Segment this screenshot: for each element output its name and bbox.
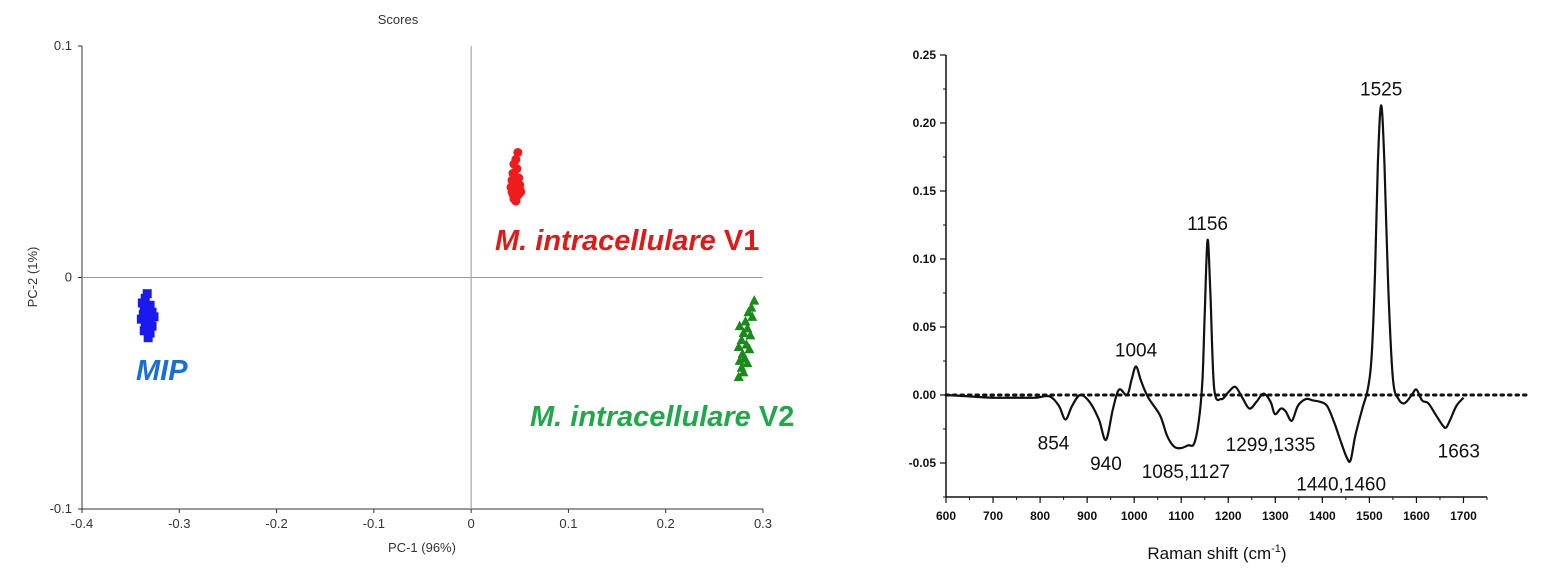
peak-annotations: 1525 1156 1004 854 940 1085,1127 1299,1335 1440…: [1038, 79, 1480, 495]
spectrum-x-tick-label: 1700: [1450, 509, 1477, 523]
scores-point: [733, 371, 744, 382]
spectrum-x-tick-label: 1400: [1309, 509, 1336, 523]
scores-y-tick-label: 0.1: [54, 38, 72, 53]
scores-group-labels: M. intracellulare V1 MIP M. intracellulare…: [136, 225, 794, 433]
spectrum-x-tick-label: 700: [983, 509, 1003, 523]
peak-label: 1085,1127: [1142, 462, 1230, 483]
peak-label: 1004: [1115, 340, 1158, 361]
scores-point: [749, 295, 760, 305]
spectrum-lines: [944, 104, 1529, 463]
scores-points: [136, 147, 760, 382]
group-label-suffix: V1: [716, 225, 760, 257]
spectrum-line: [945, 104, 1465, 463]
group-label: M. intracellulare V1: [495, 225, 759, 257]
spectrum-x-tick-label: 1200: [1215, 509, 1242, 523]
spectrum-y-tick-label: 0.15: [913, 184, 937, 198]
spectrum-x-tick-label: 1100: [1168, 509, 1194, 523]
scores-point: [140, 319, 150, 329]
peak-label: 940: [1090, 454, 1122, 475]
spectrum-x-tick-label: 1600: [1403, 509, 1430, 523]
scores-x-tick-label: 0: [468, 516, 475, 531]
peak-label: 854: [1038, 433, 1070, 454]
scores-y-axis-label: PC-2 (1%): [25, 247, 40, 308]
scores-point: [142, 312, 152, 322]
scores-point: [143, 333, 153, 343]
scores-y-tick-label: 0: [65, 270, 72, 285]
x-axis-label-superscript: -1: [1271, 543, 1281, 555]
scores-x-tick-label: 0.3: [754, 516, 772, 531]
spectrum-x-tick-label: 900: [1077, 509, 1097, 523]
scores-point: [734, 320, 745, 331]
scores-point: [747, 311, 758, 321]
scores-x-tick-label: 0.2: [657, 516, 675, 531]
group-label-italic: M. intracellulare: [530, 401, 751, 433]
scores-point: [513, 147, 523, 157]
spectrum-y-tick-label: 0.10: [913, 252, 937, 266]
scores-x-tick-label: -0.2: [265, 516, 287, 531]
spectrum-y-tick-label: -0.05: [909, 456, 937, 470]
group-label-suffix: V2: [751, 401, 795, 433]
scores-point: [734, 355, 745, 365]
peak-label: 1663: [1438, 442, 1480, 463]
scores-point: [145, 328, 155, 338]
scores-point: [738, 327, 749, 338]
scores-x-tick-label: -0.1: [363, 516, 385, 531]
scores-x-tick-label: -0.4: [71, 516, 93, 531]
group-label-italic: MIP: [136, 355, 188, 387]
scores-point: [733, 341, 744, 351]
spectrum-x-tick-label: 1500: [1356, 509, 1383, 523]
scores-point: [738, 366, 749, 377]
scores-x-tick-label: -0.3: [168, 516, 190, 531]
scores-point: [147, 321, 157, 331]
scores-point: [515, 185, 525, 195]
spectrum-y-tick-label: 0.25: [913, 48, 937, 62]
scores-title: Scores: [378, 12, 419, 27]
scores-x-axis-label: PC-1 (96%): [388, 540, 456, 555]
scores-point: [142, 289, 152, 299]
spectrum-y-tick-label: 0.00: [913, 388, 937, 402]
scores-point: [136, 314, 146, 324]
x-axis-label-main: Raman shift (cm: [1147, 544, 1271, 563]
scores-point: [742, 322, 753, 333]
scores-point: [511, 196, 521, 206]
scores-point: [139, 326, 149, 336]
scores-point: [137, 298, 147, 308]
scores-plot: Scores -0.4 -0.3 -0.2 -0.1 0 0.1 0.2 0.30.10-0.…: [25, 12, 794, 555]
group-label-italic: M. intracellulare: [495, 225, 716, 257]
scores-x-tick-label: 0.1: [559, 516, 577, 531]
raman-spectrum-plot: 0.25 0.20 0.15 0.10 0.05 0.00 -0.05 600 700 800 90…: [909, 48, 1529, 563]
scores-point: [744, 343, 755, 354]
peak-label: 1156: [1187, 214, 1228, 235]
peak-label: 1440,1460: [1296, 474, 1386, 495]
spectrum-x-tick-label: 1000: [1121, 509, 1148, 523]
scores-point: [745, 329, 756, 340]
scores-point: [507, 187, 517, 197]
group-label: MIP: [136, 355, 188, 387]
scores-point: [742, 357, 753, 368]
x-axis-label-close: ): [1281, 544, 1287, 563]
peak-label: 1299,1335: [1226, 435, 1316, 456]
scores-point: [140, 293, 150, 303]
scores-point: [743, 306, 754, 317]
scores-y-tick-label: -0.1: [50, 501, 72, 516]
spectrum-x-axis-label: Raman shift (cm-1): [1147, 543, 1286, 563]
spectrum-x-tick-label: 1300: [1262, 509, 1289, 523]
peak-label: 1525: [1360, 79, 1402, 100]
spectrum-x-tick-label: 800: [1030, 509, 1050, 523]
scores-axes: -0.4 -0.3 -0.2 -0.1 0 0.1 0.2 0.3 0.1 0 -0.1: [50, 38, 772, 531]
scores-point: [736, 334, 747, 345]
scores-point: [740, 315, 751, 326]
spectrum-y-tick-label: 0.05: [913, 320, 937, 334]
spectrum-axes: 0.25 0.20 0.15 0.10 0.05 0.00 -0.05 600 700 800 90…: [909, 48, 1488, 523]
scores-point: [147, 307, 157, 317]
scores-point: [145, 300, 155, 310]
group-label: M. intracellulare V2: [530, 401, 794, 433]
spectrum-y-tick-label: 0.20: [913, 116, 937, 130]
scores-point: [149, 312, 159, 322]
spectrum-x-tick-label: 600: [936, 509, 956, 523]
